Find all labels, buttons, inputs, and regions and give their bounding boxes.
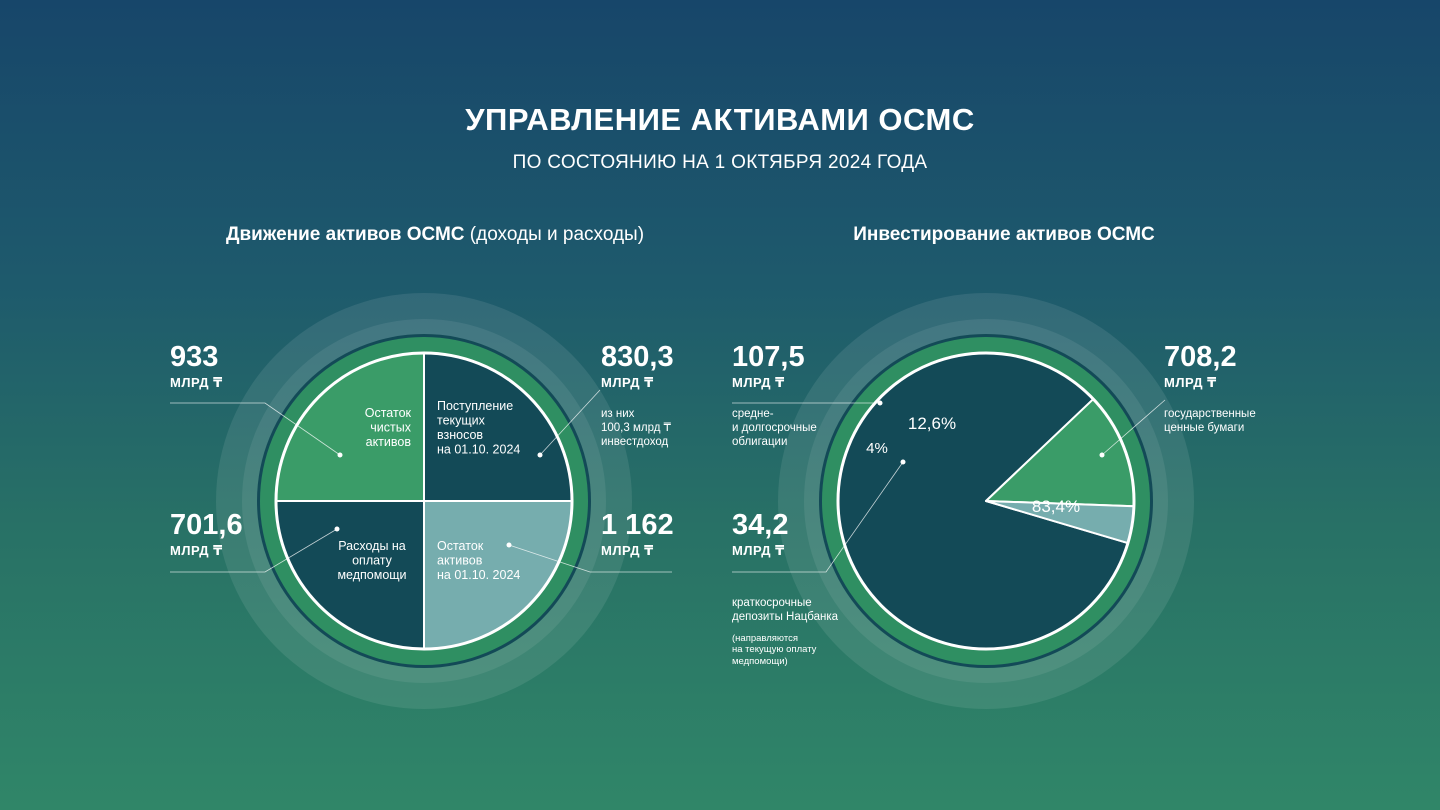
page-title: УПРАВЛЕНИЕ АКТИВАМИ ОСМС bbox=[465, 102, 975, 137]
left-section-title-light: (доходы и расходы) bbox=[464, 224, 645, 245]
note-gov-securities-line: государственные bbox=[1164, 408, 1256, 420]
unit-balance: МЛРД ₸ bbox=[601, 543, 654, 558]
small-note-deposits-line: (направляются bbox=[732, 633, 798, 645]
left-pie-chart: ОстатокчистыхактивовПоступлениетекущихвз… bbox=[216, 293, 632, 709]
left-slice-label: Расходы на bbox=[338, 539, 406, 553]
value-expenses: 701,6 bbox=[170, 509, 243, 541]
left-slice-label: медпомощи bbox=[337, 568, 406, 582]
note-bonds: средне- и долгосрочные облигации bbox=[732, 407, 817, 449]
value-contributions: 830,3 bbox=[601, 341, 674, 373]
right-section-title: Инвестирование активов ОСМС bbox=[760, 224, 1248, 246]
callout-bonds: 107,5 МЛРД ₸ средне- и долгосрочные обли… bbox=[732, 343, 817, 449]
note-gov-securities: государственные ценные бумаги bbox=[1164, 407, 1256, 435]
note-bonds-line: облигации bbox=[732, 436, 788, 449]
callout-contributions: 830,3 МЛРД ₸ из них 100,3 млрд ₸ инвестд… bbox=[601, 343, 674, 449]
left-pie-outline bbox=[274, 351, 574, 651]
leader-dot-net-assets bbox=[337, 452, 343, 458]
leader-dot-bonds bbox=[877, 400, 883, 406]
note-contributions-line: 100,3 млрд ₸ bbox=[601, 422, 671, 435]
unit-deposits: МЛРД ₸ bbox=[732, 543, 785, 558]
leader-dot-contributions bbox=[537, 452, 543, 458]
leader-line-balance bbox=[508, 544, 672, 573]
value-balance: 1 162 bbox=[601, 509, 674, 541]
leader-dot-expenses bbox=[334, 526, 340, 532]
small-note-deposits-line: медпомощи) bbox=[732, 655, 788, 667]
unit-contributions: МЛРД ₸ bbox=[601, 375, 654, 390]
value-deposits: 34,2 bbox=[732, 509, 789, 541]
leader-line-deposits bbox=[732, 461, 904, 573]
value-net-assets: 933 bbox=[170, 341, 219, 373]
callout-deposits: 34,2 МЛРД ₸ краткосрочные депозиты Нацба… bbox=[732, 511, 838, 667]
left-slice-label: Остаток bbox=[437, 539, 484, 553]
right-pie-outline bbox=[836, 351, 1136, 651]
right-slice-percent-label: 83,4% bbox=[1032, 497, 1080, 516]
left-slice-label: чистых bbox=[370, 421, 411, 435]
note-gov-securities-line: ценные бумаги bbox=[1164, 422, 1245, 435]
value-gov-securities: 708,2 bbox=[1164, 341, 1237, 373]
callout-gov-securities: 708,2 МЛРД ₸ государственные ценные бума… bbox=[1164, 343, 1256, 435]
leader-dot-balance bbox=[506, 542, 512, 548]
left-slice-label: активов bbox=[366, 435, 412, 449]
left-section-title-bold: Движение активов ОСМС bbox=[225, 224, 465, 245]
callout-expenses: 701,6 МЛРД ₸ bbox=[170, 511, 243, 559]
unit-net-assets: МЛРД ₸ bbox=[170, 375, 223, 390]
right-slice-percent-label: 12,6% bbox=[908, 414, 956, 433]
small-note-deposits: (направляются на текущую оплату медпомощ… bbox=[732, 633, 838, 667]
unit-gov-securities: МЛРД ₸ bbox=[1164, 375, 1217, 390]
left-slice-label: на 01.10. 2024 bbox=[437, 442, 520, 456]
note-bonds-line: средне- bbox=[732, 408, 774, 420]
leader-dot-gov-securities bbox=[1099, 452, 1105, 458]
right-slice-percent-label: 4% bbox=[866, 440, 888, 457]
note-deposits-line: депозиты Нацбанка bbox=[732, 611, 839, 624]
left-slice-label: оплату bbox=[352, 554, 393, 568]
left-slice-label: Поступление bbox=[437, 399, 513, 413]
callout-balance: 1 162 МЛРД ₸ bbox=[601, 511, 674, 559]
right-pie-chart: 12,6% 4% 83,4% bbox=[778, 293, 1194, 709]
note-contributions-line: инвестдоход bbox=[601, 436, 669, 449]
note-deposits: краткосрочные депозиты Нацбанка bbox=[732, 596, 838, 624]
left-slice-label: на 01.10. 2024 bbox=[437, 568, 520, 582]
note-deposits-line: краткосрочные bbox=[732, 597, 812, 609]
leader-line-contributions bbox=[539, 389, 601, 456]
value-bonds: 107,5 bbox=[732, 341, 805, 373]
page-subtitle: ПО СОСТОЯНИЮ НА 1 ОКТЯБРЯ 2024 ГОДА bbox=[512, 152, 928, 173]
note-contributions-line: из них bbox=[601, 408, 635, 420]
leader-dot-deposits bbox=[900, 459, 906, 465]
right-section-title-bold: Инвестирование активов ОСМС bbox=[853, 224, 1155, 245]
left-slice-label: активов bbox=[437, 554, 483, 568]
small-note-deposits-line: на текущую оплату bbox=[732, 644, 817, 656]
note-bonds-line: и долгосрочные bbox=[732, 422, 817, 435]
note-contributions: из них 100,3 млрд ₸ инвестдоход bbox=[601, 407, 674, 449]
leader-line-expenses bbox=[170, 528, 338, 573]
leader-line-net-assets bbox=[170, 402, 341, 456]
unit-expenses: МЛРД ₸ bbox=[170, 543, 223, 558]
left-section-title: Движение активов ОСМС (доходы и расходы) bbox=[170, 224, 700, 246]
leader-line-gov-securities bbox=[1101, 399, 1166, 456]
left-slice-label: Остаток bbox=[365, 406, 412, 420]
callout-net-assets: 933 МЛРД ₸ bbox=[170, 343, 223, 391]
left-slice-label: текущих bbox=[437, 413, 486, 427]
left-slice-label: взносов bbox=[437, 428, 483, 442]
unit-bonds: МЛРД ₸ bbox=[732, 375, 785, 390]
